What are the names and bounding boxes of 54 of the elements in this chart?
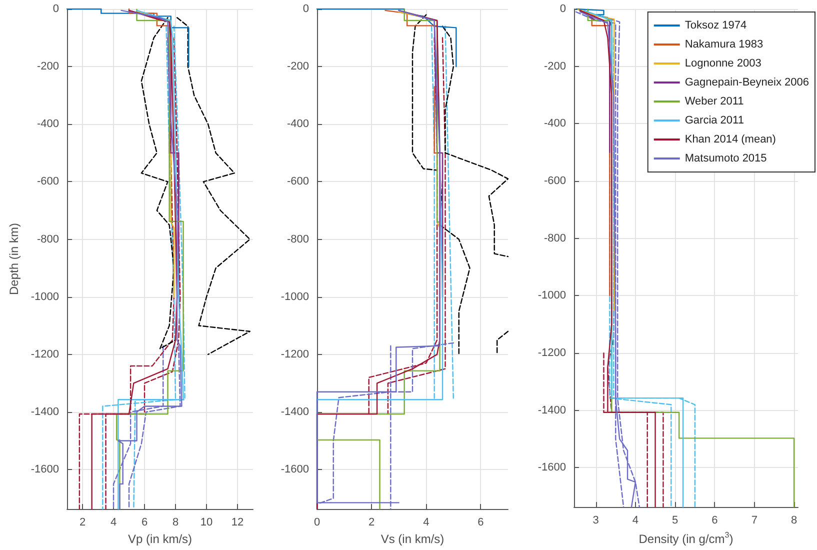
y-tick-label: -200 — [544, 60, 566, 72]
y-tick-label: -400 — [286, 118, 309, 130]
x-tick-label: 10 — [200, 516, 213, 528]
x-tick-label: 4 — [423, 516, 430, 528]
x-axis-title: Vp (in km/s) — [128, 532, 192, 546]
x-tick-label: 8 — [172, 516, 179, 528]
x-tick-label: 4 — [110, 516, 117, 528]
y-tick-label: -1600 — [30, 464, 60, 476]
y-tick-label: -1200 — [30, 348, 60, 360]
legend-label: Garcia 2011 — [684, 114, 744, 126]
legend-label: Toksoz 1974 — [684, 20, 747, 32]
y-tick-label: -600 — [37, 176, 60, 188]
y-axis-title: Depth (in km) — [7, 222, 21, 296]
y-tick-label: 0 — [52, 3, 60, 15]
y-tick-label: -1000 — [538, 290, 566, 302]
y-tick-label: -400 — [37, 118, 60, 130]
y-tick-label: -1600 — [538, 462, 566, 474]
y-tick-label: -1000 — [30, 290, 60, 303]
legend-label: Lognonne 2003 — [684, 58, 762, 70]
x-tick-label: 5 — [672, 514, 678, 526]
y-tick-label: -800 — [37, 233, 60, 246]
y-tick-label: -1400 — [30, 406, 60, 418]
x-tick-label: 0 — [314, 516, 320, 528]
y-tick-label: -1000 — [280, 290, 309, 303]
legend-label: Weber 2011 — [684, 96, 744, 108]
legend-label: Nakamura 1983 — [684, 38, 764, 50]
legend-label: Matsumoto 2015 — [684, 152, 767, 164]
y-tick-label: -400 — [544, 118, 566, 130]
y-tick-label: -600 — [286, 176, 309, 188]
y-tick-label: -1400 — [538, 404, 566, 416]
x-tick-label: 8 — [790, 514, 798, 526]
y-tick-label: -800 — [544, 232, 566, 244]
y-tick-label: -600 — [544, 175, 566, 188]
y-tick-label: -1400 — [280, 406, 309, 418]
x-tick-label: 12 — [231, 516, 244, 528]
y-tick-label: -200 — [37, 60, 60, 73]
x-tick-label: 6 — [141, 516, 148, 528]
x-tick-label: 3 — [592, 514, 599, 526]
x-tick-label: 7 — [751, 514, 758, 526]
y-tick-label: 0 — [560, 3, 566, 15]
y-tick-label: 0 — [302, 3, 309, 15]
x-tick-label: 4 — [632, 514, 639, 526]
legend-label: Gagnepain-Beyneix 2006 — [684, 76, 810, 88]
x-tick-label: 2 — [79, 516, 86, 528]
y-tick-label: -200 — [286, 60, 309, 73]
x-tick-label: 2 — [368, 516, 375, 528]
x-axis-title: Vs (in km/s) — [380, 532, 444, 546]
y-tick-label: -800 — [286, 233, 309, 246]
y-tick-label: -1600 — [280, 464, 309, 476]
x-tick-label: 6 — [712, 514, 718, 526]
legend-label: Khan 2014 (mean) — [684, 134, 776, 146]
x-tick-label: 6 — [478, 516, 484, 528]
y-tick-label: -1200 — [538, 347, 566, 360]
y-tick-label: -1200 — [280, 348, 309, 360]
